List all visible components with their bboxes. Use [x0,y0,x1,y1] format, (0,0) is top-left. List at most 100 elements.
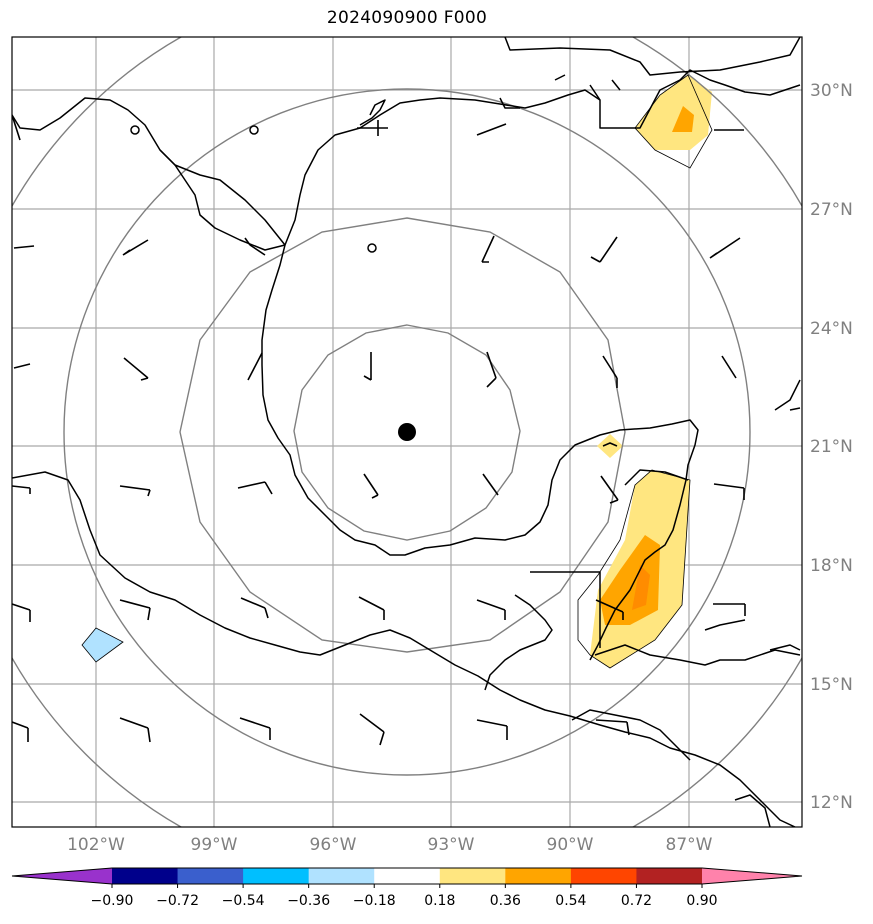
coastlines [12,37,801,827]
shade-florida-light [635,75,712,150]
wind-barbs [12,114,746,746]
colorbar-tick-label: −0.36 [287,893,330,909]
wind-barb [358,596,385,620]
colorbar-segment [177,868,244,884]
colorbar: −0.90 −0.72 −0.54 −0.36 −0.18 0.18 0.36 0.54 0.7… [11,867,803,909]
coastline-guatemala [484,594,553,691]
border-yucatan-inner [624,469,689,486]
lon-label: 93°W [428,835,475,855]
wind-barb [123,357,149,381]
lon-label: 87°W [666,835,713,855]
lat-label: 18°N [810,556,853,576]
colorbar-tick-label: −0.90 [91,893,134,909]
colorbar-tick-label: 0.72 [621,893,652,909]
lat-label: 15°N [810,675,853,695]
wind-barb [122,239,149,256]
wind-barb [13,245,35,249]
wind-barb [600,475,619,504]
coastline-cuba [704,619,801,651]
lat-label: 12°N [810,793,853,813]
range-rings [12,37,802,827]
lat-label: 30°N [810,81,853,101]
coastline-florida-keys [554,74,621,101]
storm-center-marker [398,423,416,441]
wind-barb [12,114,21,141]
wind-barb [357,120,388,136]
coastline-yucatan-east [589,479,687,661]
border-mexico-us [159,149,286,246]
colorbar-tick-label: 0.90 [686,893,717,909]
islands [130,125,618,447]
gridlines [12,37,802,827]
colorbar-segment [439,868,506,884]
coastline-bahamas [774,379,801,411]
wind-barb [237,481,273,495]
wind-barb [12,721,29,742]
lat-label: 21°N [810,437,853,457]
wind-barb [363,352,372,381]
coastline-louisiana [359,99,386,126]
lon-label: 96°W [310,835,357,855]
wind-barb [595,719,630,736]
shade-yucatan-core [632,565,650,610]
wind-barb [481,235,495,263]
map-title: 2024090900 F000 [326,8,488,28]
wind-barb [476,719,508,740]
range-ring-2 [179,217,626,653]
wind-barb [12,485,31,494]
wind-barb [240,597,269,619]
wind-barb [595,599,624,620]
longitude-labels: 102°W 99°W 96°W 93°W 90°W 87°W [67,835,713,855]
wind-barb [13,363,31,369]
range-ring-1 [293,324,521,541]
colorbar-tick-label: 0.54 [555,893,586,909]
coastline-pacific-southeast [734,794,771,827]
colorbar-segment [374,868,441,884]
colorbar-tick-label: 0.18 [424,893,455,909]
colorbar-segment [308,868,375,884]
map-panel [12,37,802,827]
colorbar-segment [570,868,637,884]
wind-barb [486,351,497,388]
colorbar-segment [636,868,703,884]
wind-barb [12,603,31,622]
lon-label: 102°W [67,835,125,855]
shade-florida-mid [672,106,694,132]
wind-barb [713,483,745,500]
lon-label: 99°W [191,835,238,855]
coastline-mexico-pacific [12,471,796,827]
coastline-gulf-north [12,69,801,251]
wind-barb [709,237,741,259]
range-ring-3 [63,88,751,776]
latitude-labels: 30°N 27°N 24°N 21°N 18°N 15°N 12°N [810,81,853,813]
wind-barb [602,355,618,388]
colorbar-segment [112,868,179,884]
colorbar-tick-label: 0.36 [490,893,521,909]
coastline-honduras [594,644,801,666]
wind-barb [363,473,379,499]
wind-barb [359,713,385,746]
lat-label: 24°N [810,319,853,339]
colorbar-segment [505,868,572,884]
wind-barb [476,123,507,136]
colorbar-extend-low [12,868,112,884]
coastline-florida-inner [499,97,520,109]
map-frame [11,36,803,828]
lat-label: 27°N [810,200,853,220]
wind-barb [247,352,263,381]
wind-barb [119,485,151,497]
colorbar-tick-label: −0.54 [222,893,265,909]
coastline-honduras-inner [571,709,691,761]
colorbar-extend-high [702,868,802,884]
shade-yucatan-small [597,434,623,458]
colorbar-tick-label: −0.72 [156,893,199,909]
wind-barb [713,603,746,616]
wind-barb [119,599,151,621]
shading-outlines [81,74,713,669]
wind-barb [590,236,618,263]
wind-barb [476,599,506,620]
colorbar-segment [243,868,310,884]
coastline-northeast [504,37,801,76]
lon-label: 90°W [547,835,594,855]
